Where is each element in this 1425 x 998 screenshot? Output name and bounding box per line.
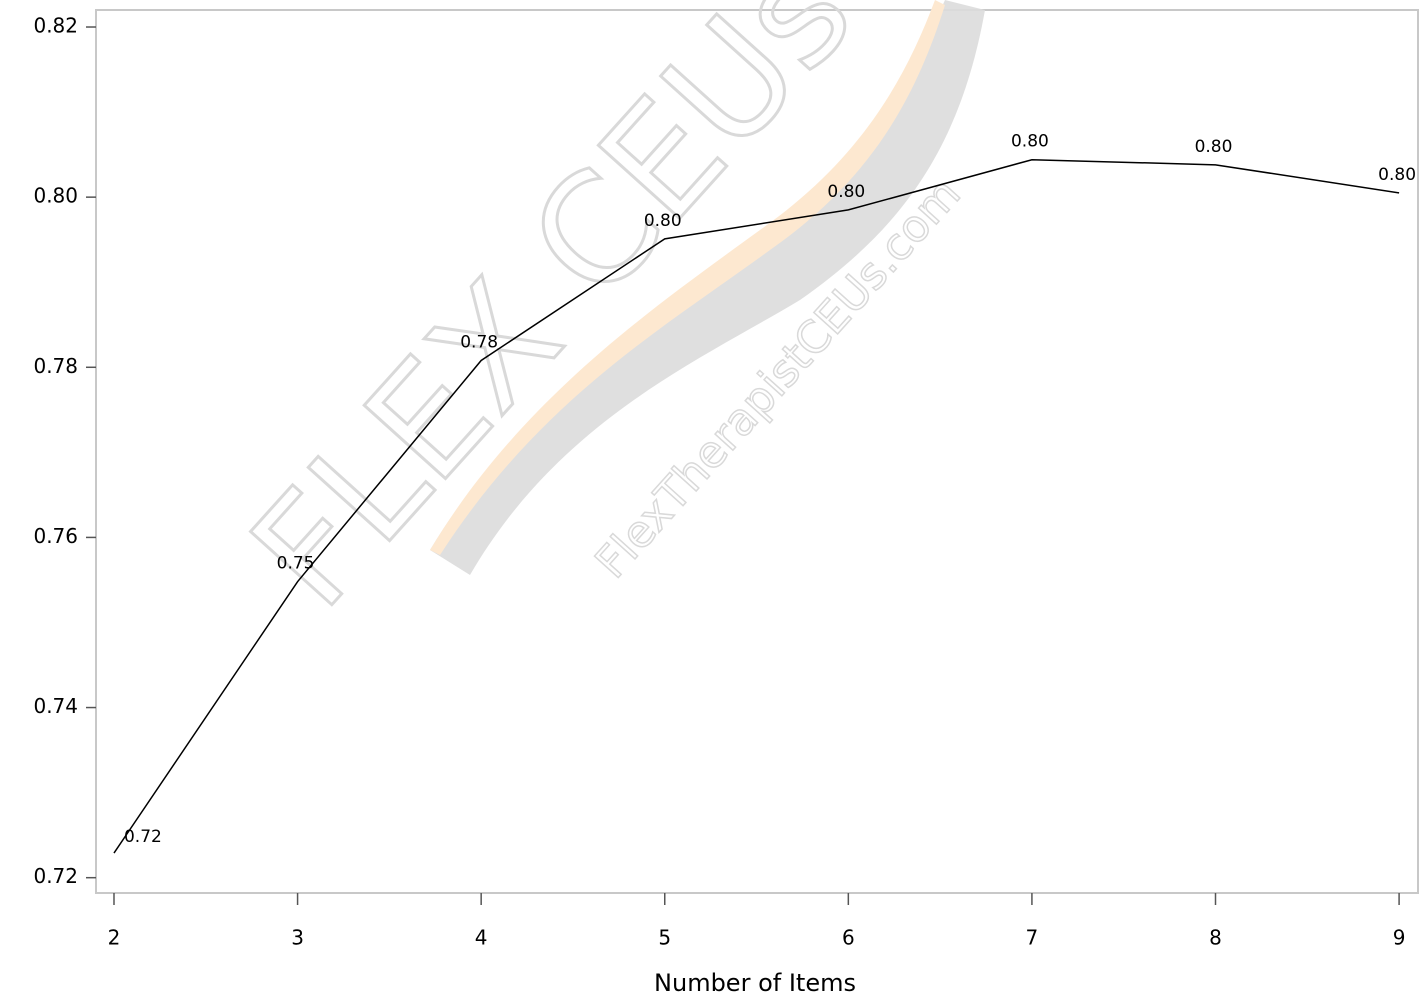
value-label: 0.80 [1011,132,1049,152]
value-label: 0.80 [1378,165,1416,185]
y-tick-label: 0.80 [33,184,78,208]
line [113,158,1400,854]
x-tick-label: 9 [1393,926,1406,950]
x-tick-label: 3 [291,926,304,950]
y-tick-label: 0.72 [33,864,78,888]
x-tick-label: 4 [475,926,488,950]
value-label: 0.80 [827,182,865,202]
y-tick-label: 0.76 [33,524,78,548]
value-label: 0.72 [124,827,162,847]
value-label: 0.80 [1195,137,1233,157]
y-tick-label: 0.82 [33,14,78,38]
watermark: FLEX CEUs [219,0,885,640]
x-tick-label: 7 [1026,926,1039,950]
y-tick-label: 0.74 [33,694,78,718]
x-axis-label: Number of Items [654,969,856,997]
x-tick-label: 5 [658,926,671,950]
value-label: 0.75 [277,554,315,574]
value-label: 0.80 [644,211,682,231]
x-tick-label: 8 [1209,926,1222,950]
plot-frame [95,9,1419,894]
value-label: 0.78 [460,332,498,352]
x-tick-label: 6 [842,926,855,950]
y-tick-label: 0.78 [33,354,78,378]
x-tick-label: 2 [108,926,121,950]
